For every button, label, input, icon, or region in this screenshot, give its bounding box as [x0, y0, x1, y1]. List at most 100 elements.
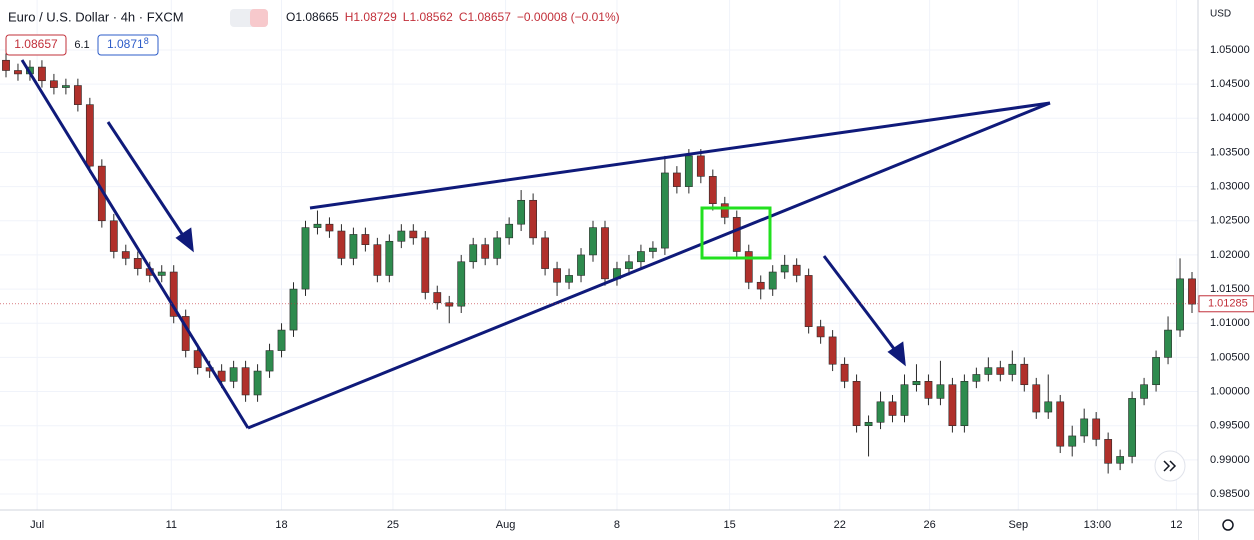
candle-body	[50, 80, 58, 88]
candle-body	[816, 326, 825, 338]
candle-body	[553, 268, 561, 283]
ask-box[interactable]	[97, 34, 159, 56]
candle-body	[85, 104, 94, 167]
candle-body	[1164, 329, 1172, 358]
y-tick-label: 1.04500	[1210, 78, 1250, 90]
candle-body	[972, 374, 981, 382]
candle-body	[1080, 418, 1089, 437]
candle-body	[433, 292, 442, 304]
arrow-head	[887, 341, 906, 367]
x-tick-label: 15	[723, 519, 735, 531]
candle-body	[708, 176, 717, 204]
y-tick-label: 1.03500	[1210, 146, 1250, 158]
candle-body	[121, 251, 130, 259]
legend-value: C1.08657	[459, 10, 511, 24]
x-tick-label: 8	[614, 519, 620, 531]
spread: 6.1	[74, 39, 89, 51]
candle-body	[541, 237, 549, 269]
ask[interactable]: 1.08718	[107, 36, 149, 51]
candle-body	[780, 264, 789, 273]
y-tick-label: 1.00500	[1210, 351, 1250, 363]
x-tick-label: Jul	[30, 519, 44, 531]
y-tick-label: 0.98500	[1210, 488, 1250, 500]
currency-label[interactable]: USD	[1210, 9, 1231, 20]
candle-body	[349, 234, 358, 259]
candle-body	[589, 227, 597, 256]
trend-line	[20, 59, 250, 429]
candle-body	[301, 227, 310, 290]
x-tick-label: Sep	[1009, 519, 1029, 531]
candle-body	[337, 230, 346, 259]
candle-body	[38, 66, 46, 82]
candle-body	[373, 244, 382, 276]
candle-body	[912, 381, 921, 386]
y-tick-label: 0.99000	[1210, 454, 1250, 466]
candle-body	[1128, 398, 1137, 457]
candle-body	[804, 275, 813, 327]
candle-body	[109, 220, 118, 252]
candle-body	[864, 421, 873, 427]
candle-body	[493, 237, 502, 259]
last-price-tag	[1198, 295, 1254, 313]
ask-main: 1.0871	[107, 37, 144, 51]
candle-body	[720, 203, 729, 218]
candle-body	[1116, 456, 1125, 464]
candle-body	[193, 350, 202, 368]
toggle-active[interactable]	[250, 9, 268, 27]
candle-body	[1104, 439, 1113, 464]
y-tick-label: 1.00000	[1210, 385, 1250, 397]
candle-body	[936, 384, 945, 399]
bid[interactable]: 1.08657	[14, 37, 58, 51]
candle-body	[565, 275, 573, 283]
candle-body	[505, 223, 514, 239]
candle-body	[421, 237, 430, 293]
candle-body	[397, 230, 406, 242]
candle-body	[828, 336, 837, 365]
candle-body	[732, 217, 741, 252]
candle-body	[672, 172, 681, 187]
candle-body	[1056, 401, 1065, 447]
candle-body	[277, 329, 286, 351]
candle-body	[696, 155, 705, 177]
price-axis	[1198, 0, 1254, 540]
candle-body	[1152, 357, 1160, 386]
x-tick-label: 18	[275, 519, 287, 531]
axis-labels: 1.05000 1.04500 1.04000 1.03500 1.03000 1.025…	[0, 44, 1254, 531]
arrow-head	[175, 227, 194, 253]
candle-body	[14, 70, 22, 75]
time-axis	[0, 510, 1198, 540]
candle-body	[289, 288, 298, 331]
x-tick-label: Aug	[496, 519, 516, 531]
y-tick-label: 1.01500	[1210, 283, 1250, 295]
ohlc-legend: O1.08665 H1.08729 L1.08562 C1.08657 −0.00008…	[286, 10, 620, 24]
y-tick-label: 1.02000	[1210, 249, 1250, 261]
y-tick-label: 1.01000	[1210, 317, 1250, 329]
candle-body	[1140, 384, 1148, 399]
legend-value: L1.08562	[403, 10, 453, 24]
highlight-box	[700, 206, 772, 260]
candle-body	[481, 244, 490, 259]
candle-body	[792, 264, 801, 276]
candle-body	[960, 381, 969, 427]
candle-body	[217, 370, 226, 382]
legend-value: −0.00008 (−0.01%)	[517, 10, 620, 24]
candle-body	[649, 247, 657, 252]
candle-body	[253, 370, 262, 396]
candle-body	[169, 271, 178, 317]
candle-body	[1188, 278, 1196, 305]
candle-body	[768, 271, 777, 290]
candle-body	[517, 199, 526, 225]
x-tick-label: 11	[166, 519, 177, 531]
bid-box[interactable]	[5, 34, 67, 56]
candle-body	[1032, 384, 1041, 413]
y-tick-label: 1.03000	[1210, 181, 1250, 193]
settings-icon[interactable]	[1222, 519, 1234, 531]
candle-body	[852, 381, 861, 427]
candle-body	[457, 261, 466, 307]
y-tick-label: 1.04000	[1210, 112, 1250, 124]
candle-body	[1068, 435, 1077, 447]
candle-body	[361, 234, 370, 245]
scroll-icon	[1163, 460, 1177, 472]
symbol-title: Euro / U.S. Dollar · 4h · FXCM	[8, 9, 184, 24]
candle-body	[157, 271, 166, 276]
